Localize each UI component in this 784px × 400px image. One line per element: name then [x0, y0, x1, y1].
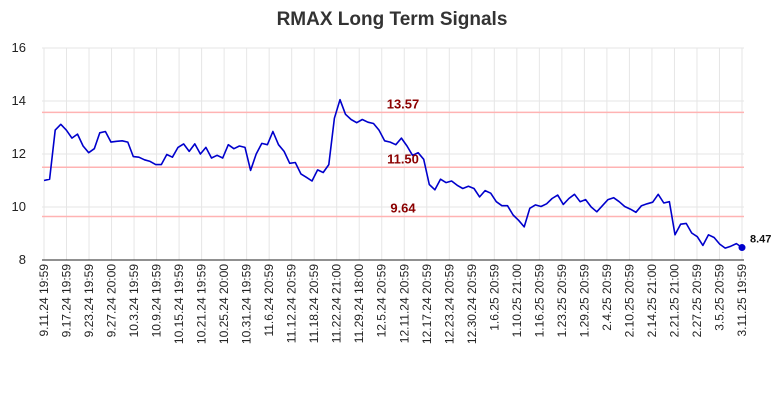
x-tick-label: 12.23.24 20:59 [442, 264, 456, 344]
x-tick-label: 1.23.25 20:59 [555, 264, 569, 338]
y-tick-label: 10 [12, 199, 26, 214]
reference-label: 11.50 [387, 151, 419, 166]
x-tick-label: 12.17.24 20:59 [420, 264, 434, 344]
x-tick-label: 11.12.24 20:59 [285, 264, 299, 344]
x-tick-label: 11.29.24 18:00 [352, 264, 366, 344]
x-tick-label: 9.11.24 19:59 [37, 264, 51, 337]
reference-lines [42, 111, 744, 218]
y-tick-label: 16 [12, 40, 26, 55]
series-line [43, 98, 743, 249]
reference-labels: 13.57 11.50 9.64 [387, 96, 420, 215]
reference-label: 9.64 [390, 201, 416, 216]
x-tick-label: 9.27.24 20:00 [105, 264, 119, 338]
y-tick-label: 12 [12, 146, 26, 161]
y-tick-label: 8 [19, 252, 26, 267]
last-point-marker [738, 244, 746, 252]
x-tick-labels: 9.11.24 19:59 9.17.24 19:59 9.23.24 19:59 9… [37, 264, 749, 344]
x-tick-label: 2.27.25 20:59 [690, 264, 704, 338]
x-tick-label: 1.16.25 20:59 [532, 264, 546, 338]
last-value-label: 8.47 [750, 234, 771, 246]
x-tick-label: 3.11.25 19:59 [735, 264, 749, 337]
x-tick-label: 11.18.24 20:59 [307, 264, 321, 344]
last-point-layer: 8.47 [738, 234, 771, 252]
x-tick-label: 11.22.24 21:00 [330, 264, 344, 344]
x-tick-label: 1.6.25 20:59 [487, 264, 501, 331]
x-tick-label: 1.29.25 20:59 [577, 264, 591, 338]
x-tick-label: 2.10.25 20:59 [622, 264, 636, 338]
x-tick-label: 3.5.25 20:59 [712, 264, 726, 331]
series-layer [43, 98, 743, 249]
x-tick-label: 9.23.24 19:59 [82, 264, 96, 338]
chart-title: RMAX Long Term Signals [277, 9, 508, 30]
x-tick-label: 10.15.24 19:59 [172, 264, 186, 344]
reference-label: 13.57 [387, 96, 420, 111]
x-tick-label: 12.11.24 20:59 [397, 264, 411, 344]
x-tick-label: 12.30.24 20:59 [465, 264, 479, 344]
x-tick-label: 10.25.24 20:00 [217, 264, 231, 344]
y-tick-labels: 8 10 12 14 16 [12, 40, 26, 267]
x-tick-label: 2.4.25 20:59 [600, 264, 614, 331]
y-tick-label: 14 [12, 93, 26, 108]
x-tick-label: 10.3.24 19:59 [127, 264, 141, 338]
x-tick-label: 10.31.24 19:59 [240, 264, 254, 344]
x-tick-label: 1.10.25 21:00 [510, 264, 524, 338]
x-tick-label: 10.21.24 19:59 [195, 264, 209, 344]
x-tick-label: 9.17.24 19:59 [60, 264, 74, 338]
x-tick-label: 2.21.25 21:00 [667, 264, 681, 338]
x-tick-label: 11.6.24 20:59 [262, 264, 276, 337]
x-tick-label: 10.9.24 19:59 [150, 264, 164, 338]
x-tick-label: 2.14.25 21:00 [645, 264, 659, 338]
x-tick-label: 12.5.24 20:59 [375, 264, 389, 338]
